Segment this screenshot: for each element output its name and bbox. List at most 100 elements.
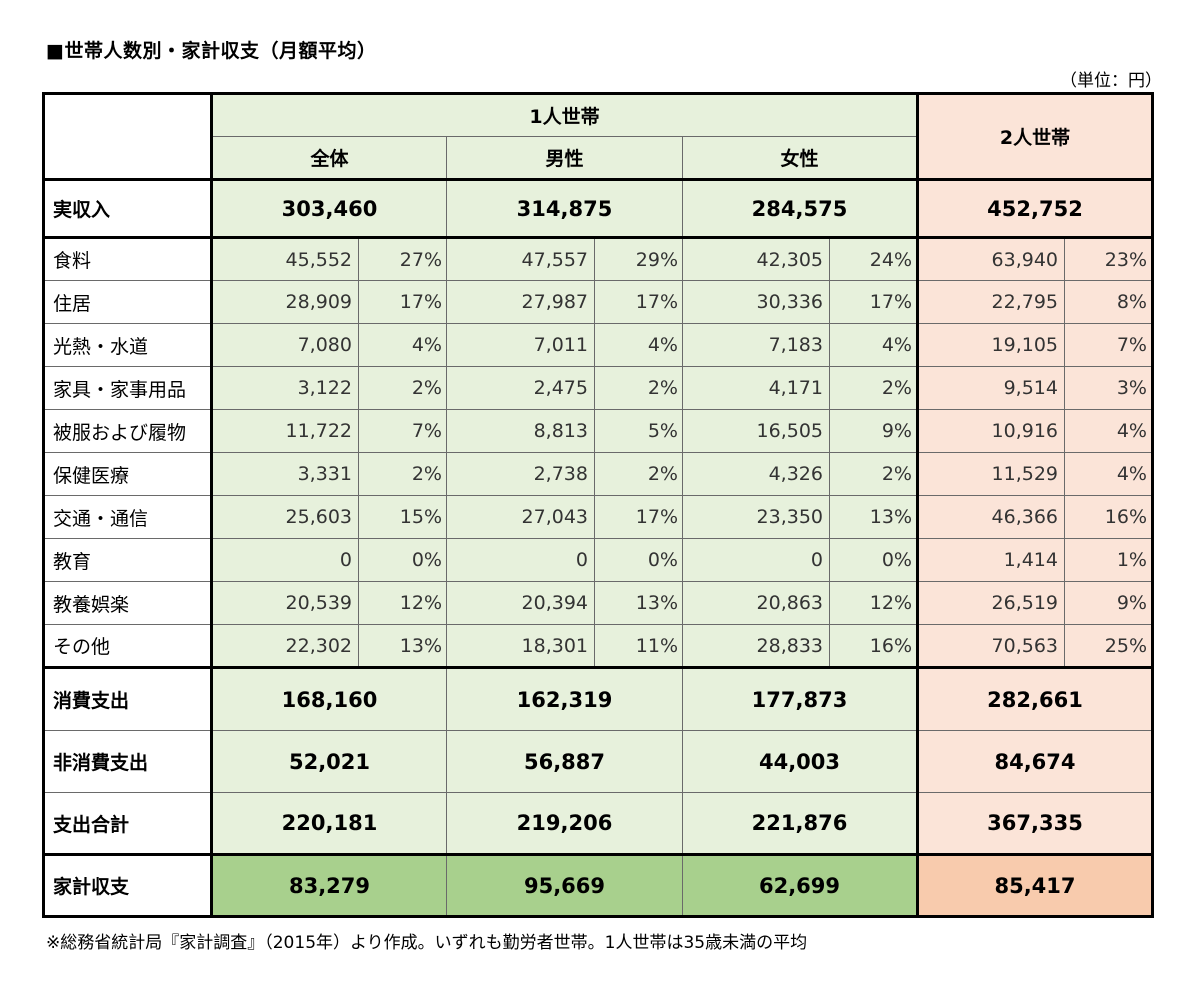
expense-percent: 9% [829,409,918,453]
expense-amount: 22,302 [210,624,359,669]
expense-percent: 17% [829,280,918,324]
group-header-single: 1人世帯 [210,92,918,137]
expense-amount: 28,909 [210,280,359,324]
expense-amount: 4,171 [682,366,830,410]
expense-row: 住居 28,909 17% 27,987 17% 30,336 17% 22,795 8% [42,280,1154,324]
expense-amount: 9,514 [916,366,1065,410]
expense-amount: 7,183 [682,323,830,367]
expense-label: 食料 [42,237,212,281]
non-consumption-expenditure-value: 44,003 [682,730,918,793]
expense-amount: 11,722 [210,409,359,453]
expense-amount: 27,987 [446,280,595,324]
expense-percent: 16% [1064,495,1154,539]
group-header-two: 2人世帯 [916,92,1154,181]
income-label: 実収入 [42,179,212,239]
expense-percent: 17% [358,280,447,324]
balance-value: 83,279 [210,854,447,918]
expense-amount: 8,813 [446,409,595,453]
balance-value: 62,699 [682,854,918,918]
expense-label: 交通・通信 [42,495,212,539]
expense-amount: 2,738 [446,452,595,496]
expense-row: 教養娯楽 20,539 12% 20,394 13% 20,863 12% 26,519 9% [42,581,1154,625]
subheader-male: 男性 [446,136,683,181]
expense-amount: 46,366 [916,495,1065,539]
expense-label: 光熱・水道 [42,323,212,367]
expense-amount: 3,122 [210,366,359,410]
expense-amount: 0 [682,538,830,582]
expense-amount: 22,795 [916,280,1065,324]
non-consumption-expenditure-value: 52,021 [210,730,447,793]
expense-percent: 17% [594,495,683,539]
total-expenditure-value: 221,876 [682,792,918,856]
expense-percent: 3% [1064,366,1154,410]
expense-percent: 4% [358,323,447,367]
non-consumption-expenditure-value: 84,674 [916,730,1154,793]
expense-amount: 25,603 [210,495,359,539]
subheader-female: 女性 [682,136,918,181]
expense-amount: 16,505 [682,409,830,453]
expense-percent: 13% [594,581,683,625]
expense-percent: 8% [1064,280,1154,324]
non-consumption-expenditure-label: 非消費支出 [42,730,212,793]
expense-row: 食料 45,552 27% 47,557 29% 42,305 24% 63,940 23% [42,237,1154,281]
expense-percent: 2% [829,452,918,496]
expense-label: 被服および履物 [42,409,212,453]
household-budget-table: 1人世帯 2人世帯 全体 男性 女性 実収入 303,460 314,875 284,… [42,92,1154,918]
total-expenditure-value: 219,206 [446,792,683,856]
expense-percent: 7% [1064,323,1154,367]
expense-percent: 0% [358,538,447,582]
footnote: ※総務省統計局『家計調査』（2015年）より作成。いずれも勤労者世帯。1人世帯は… [46,933,808,953]
consumption-expenditure-value: 162,319 [446,667,683,731]
expense-percent: 23% [1064,237,1154,281]
expense-percent: 0% [594,538,683,582]
expense-amount: 42,305 [682,237,830,281]
page-title: ■世帯人数別・家計収支（月額平均） [46,40,377,62]
expense-percent: 13% [358,624,447,669]
expense-percent: 2% [829,366,918,410]
expense-percent: 4% [1064,409,1154,453]
expense-percent: 4% [594,323,683,367]
expense-amount: 0 [446,538,595,582]
expense-percent: 16% [829,624,918,669]
expense-amount: 47,557 [446,237,595,281]
expense-percent: 0% [829,538,918,582]
balance-value: 95,669 [446,854,683,918]
non-consumption-expenditure-value: 56,887 [446,730,683,793]
expense-row: 保健医療 3,331 2% 2,738 2% 4,326 2% 11,529 4% [42,452,1154,496]
expense-percent: 25% [1064,624,1154,669]
expense-amount: 3,331 [210,452,359,496]
expense-amount: 20,863 [682,581,830,625]
consumption-expenditure-row: 消費支出 168,160 162,319 177,873 282,661 [42,667,1154,731]
income-value: 303,460 [210,179,447,239]
expense-label: 教育 [42,538,212,582]
expense-label: 保健医療 [42,452,212,496]
expense-label: 教養娯楽 [42,581,212,625]
expense-amount: 23,350 [682,495,830,539]
expense-percent: 24% [829,237,918,281]
balance-label: 家計収支 [42,854,212,918]
expense-percent: 2% [358,366,447,410]
expense-percent: 5% [594,409,683,453]
expense-amount: 26,519 [916,581,1065,625]
balance-row: 家計収支 83,279 95,669 62,699 85,417 [42,854,1154,918]
subheader-all: 全体 [210,136,447,181]
expense-amount: 10,916 [916,409,1065,453]
total-expenditure-row: 支出合計 220,181 219,206 221,876 367,335 [42,792,1154,856]
expense-amount: 45,552 [210,237,359,281]
expense-row: 家具・家事用品 3,122 2% 2,475 2% 4,171 2% 9,514 3% [42,366,1154,410]
expense-percent: 11% [594,624,683,669]
expense-percent: 15% [358,495,447,539]
income-value: 314,875 [446,179,683,239]
expense-amount: 20,394 [446,581,595,625]
consumption-expenditure-value: 177,873 [682,667,918,731]
expense-percent: 29% [594,237,683,281]
expense-percent: 4% [829,323,918,367]
expense-percent: 1% [1064,538,1154,582]
expense-amount: 28,833 [682,624,830,669]
expense-percent: 12% [829,581,918,625]
expense-amount: 18,301 [446,624,595,669]
expense-amount: 2,475 [446,366,595,410]
expense-percent: 7% [358,409,447,453]
expense-percent: 9% [1064,581,1154,625]
expense-percent: 27% [358,237,447,281]
